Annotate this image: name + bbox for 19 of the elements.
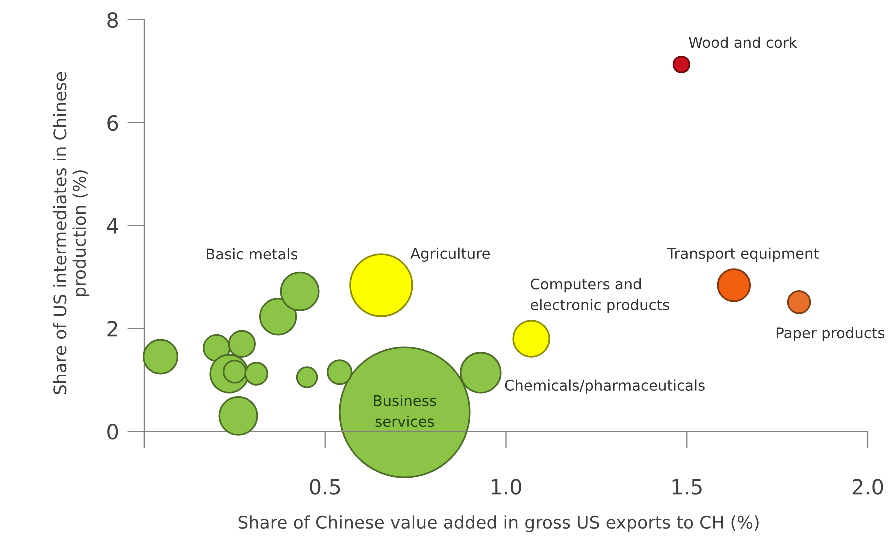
y-tick-label: 0: [108, 424, 118, 440]
x-axis-title: Share of Chinese value added in gross US exports to CH (%): [238, 516, 759, 532]
y-tick-label: 6: [108, 115, 118, 132]
y-tick-label: 4: [107, 218, 118, 234]
y-axis-title: Share of US intermediates in Chinese production (%): [53, 72, 90, 394]
x-tick-label: 2.0: [852, 479, 884, 495]
annotation: Basic metals: [207, 248, 298, 260]
x-tick-label: 1.5: [672, 479, 702, 495]
annotation: Wood and cork: [689, 36, 798, 48]
annotation: Computers and electronic products: [530, 278, 670, 314]
annotation: Agriculture: [410, 248, 490, 262]
y-tick-label: 8: [108, 12, 118, 28]
annotation: Transport equipment: [667, 248, 820, 262]
annotation: Chemicals/pharmaceuticals: [505, 380, 705, 394]
y-tick-label: 2: [108, 321, 118, 337]
x-tick-label: 1.0: [492, 479, 522, 495]
annotation: Paper products: [777, 327, 885, 342]
x-tick-label: 0.5: [310, 479, 340, 495]
annotation: Business services: [374, 395, 436, 428]
